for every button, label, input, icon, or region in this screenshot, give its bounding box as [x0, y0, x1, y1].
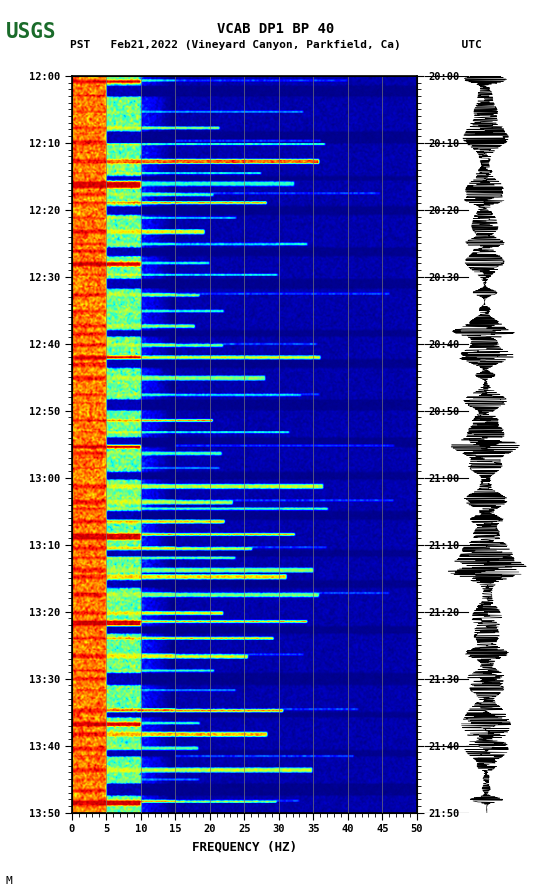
Text: M: M	[6, 876, 12, 886]
Text: USGS: USGS	[6, 22, 56, 42]
Text: PST   Feb21,2022 (Vineyard Canyon, Parkfield, Ca)         UTC: PST Feb21,2022 (Vineyard Canyon, Parkfie…	[70, 40, 482, 50]
X-axis label: FREQUENCY (HZ): FREQUENCY (HZ)	[192, 840, 297, 853]
Text: VCAB DP1 BP 40: VCAB DP1 BP 40	[217, 22, 335, 37]
